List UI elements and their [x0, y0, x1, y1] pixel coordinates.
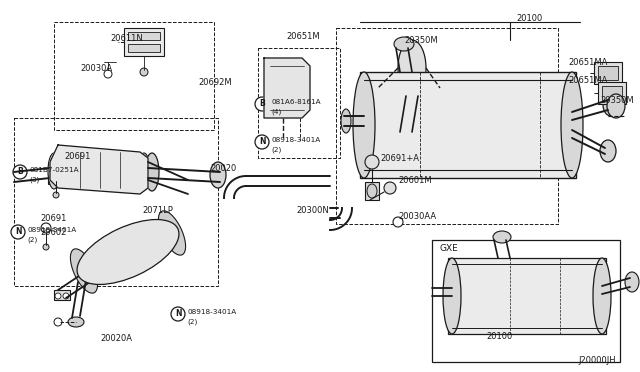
Text: 20651MA: 20651MA	[568, 76, 607, 85]
Circle shape	[50, 177, 56, 183]
Ellipse shape	[607, 94, 625, 118]
Circle shape	[50, 163, 56, 169]
Bar	[128, 44, 160, 52]
Text: 08918-3401A: 08918-3401A	[271, 137, 320, 143]
Text: N: N	[175, 310, 181, 318]
Bar	[128, 32, 160, 40]
Circle shape	[54, 318, 62, 326]
Text: 20020: 20020	[210, 164, 236, 173]
Text: B: B	[259, 99, 265, 109]
Circle shape	[41, 223, 51, 233]
Text: 20691: 20691	[40, 214, 67, 223]
Bar	[124, 28, 164, 56]
Bar	[432, 240, 620, 362]
Circle shape	[255, 135, 269, 149]
Ellipse shape	[68, 317, 84, 327]
Text: 20350M: 20350M	[404, 36, 438, 45]
Ellipse shape	[77, 219, 179, 285]
Circle shape	[384, 182, 396, 194]
Ellipse shape	[48, 153, 60, 189]
Ellipse shape	[603, 94, 619, 116]
Circle shape	[11, 225, 25, 239]
Text: 20611N: 20611N	[110, 34, 143, 43]
Text: 20100: 20100	[516, 14, 542, 23]
Text: 20020A: 20020A	[100, 334, 132, 343]
Text: N: N	[15, 228, 21, 237]
Text: 20651MA: 20651MA	[568, 58, 607, 67]
Ellipse shape	[138, 153, 150, 189]
Text: 20602: 20602	[40, 228, 67, 237]
Text: GXE: GXE	[440, 244, 459, 253]
Circle shape	[140, 68, 148, 76]
Ellipse shape	[353, 72, 375, 178]
Bar	[598, 66, 618, 80]
Text: 081B7-0251A: 081B7-0251A	[29, 167, 79, 173]
Ellipse shape	[493, 231, 511, 243]
Bar	[360, 72, 576, 178]
Ellipse shape	[398, 40, 426, 96]
Bar	[54, 22, 214, 130]
Text: 20350M: 20350M	[600, 96, 634, 105]
Bar	[448, 258, 606, 334]
Text: 20300N: 20300N	[296, 206, 329, 215]
Text: B: B	[17, 167, 23, 176]
Ellipse shape	[158, 211, 186, 255]
Bar	[14, 118, 218, 286]
Bar	[594, 62, 622, 84]
Text: 20601M: 20601M	[398, 176, 431, 185]
Ellipse shape	[275, 79, 293, 97]
Text: 081A6-8161A: 081A6-8161A	[271, 99, 321, 105]
Circle shape	[43, 244, 49, 250]
Bar	[54, 290, 70, 300]
Bar	[48, 162, 58, 184]
Text: N: N	[259, 138, 265, 147]
Bar	[598, 82, 626, 104]
Ellipse shape	[443, 258, 461, 334]
Ellipse shape	[210, 162, 226, 188]
Ellipse shape	[367, 184, 377, 198]
Text: 20691: 20691	[64, 152, 90, 161]
Polygon shape	[50, 145, 148, 194]
Bar	[365, 182, 379, 200]
Text: (2): (2)	[187, 319, 197, 325]
Ellipse shape	[600, 140, 616, 162]
Circle shape	[255, 97, 269, 111]
Ellipse shape	[394, 37, 414, 51]
Circle shape	[13, 165, 27, 179]
Circle shape	[104, 70, 112, 78]
Ellipse shape	[625, 272, 639, 292]
Text: 08918-3401A: 08918-3401A	[187, 309, 236, 315]
Text: (4): (4)	[271, 109, 281, 115]
Circle shape	[63, 293, 69, 299]
Circle shape	[53, 192, 59, 198]
Ellipse shape	[341, 109, 351, 133]
Circle shape	[365, 155, 379, 169]
Text: (3): (3)	[29, 177, 39, 183]
Circle shape	[55, 293, 61, 299]
Ellipse shape	[70, 249, 98, 293]
Text: 08918-3401A: 08918-3401A	[27, 227, 76, 233]
Text: 2071LP: 2071LP	[142, 206, 173, 215]
Text: 20100: 20100	[486, 332, 512, 341]
Bar	[336, 28, 558, 224]
Ellipse shape	[561, 72, 583, 178]
Text: J20000JH: J20000JH	[578, 356, 616, 365]
Ellipse shape	[145, 153, 159, 191]
Ellipse shape	[593, 258, 611, 334]
Bar	[602, 86, 622, 100]
Text: 20030AA: 20030AA	[398, 212, 436, 221]
Text: 20651M: 20651M	[286, 32, 319, 41]
Text: (2): (2)	[27, 237, 37, 243]
Circle shape	[393, 217, 403, 227]
Circle shape	[51, 171, 61, 181]
Text: 20691+A: 20691+A	[380, 154, 419, 163]
Bar	[258, 48, 340, 158]
Text: 20030A: 20030A	[80, 64, 112, 73]
Text: 20692M: 20692M	[198, 78, 232, 87]
Polygon shape	[264, 58, 310, 118]
Circle shape	[171, 307, 185, 321]
Text: (2): (2)	[271, 147, 281, 153]
